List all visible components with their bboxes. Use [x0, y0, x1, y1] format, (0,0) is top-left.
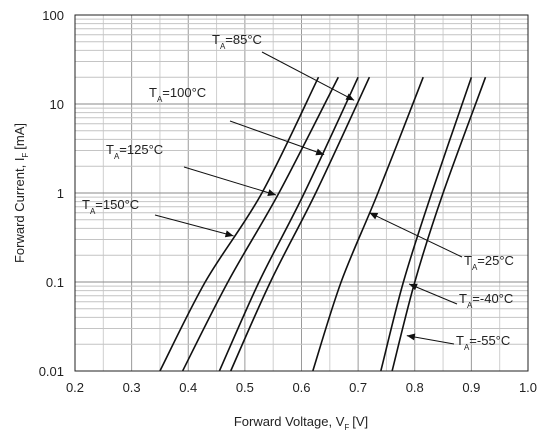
x-axis-label: Forward Voltage, VF [V]	[234, 414, 368, 432]
annotation-label: TA=-55°C	[456, 333, 510, 352]
x-axis-label-sub: F	[344, 423, 349, 432]
annotation-arrow-head	[315, 148, 325, 156]
x-tick-label: 0.4	[179, 380, 197, 395]
annotation-arrow-head	[406, 333, 416, 341]
annotation-label: TA=100°C	[149, 85, 206, 104]
x-axis-label-unit: [V]	[352, 414, 368, 429]
series-curve-1	[181, 76, 340, 372]
annotation-label: TA=25°C	[464, 253, 514, 272]
plot-frame	[74, 14, 529, 372]
annotation-arrow-line	[183, 166, 277, 196]
annotation-arrow-line	[229, 120, 325, 156]
annotation-arrow-line	[261, 51, 355, 101]
data-curves	[159, 76, 487, 372]
series-curve-5	[380, 76, 473, 372]
y-axis-label-main: Forward Current, I	[12, 158, 27, 263]
y-axis-label: Forward Current, IF [mA]	[12, 123, 30, 263]
x-tick-label: 0.8	[406, 380, 424, 395]
x-tick-label: 0.7	[349, 380, 367, 395]
y-tick-label: 100	[42, 8, 64, 23]
annotation-label: TA=150°C	[82, 197, 139, 216]
annotation-arrow-head	[345, 93, 355, 101]
y-tick-label: 1	[57, 186, 64, 201]
y-tick-label: 10	[50, 97, 64, 112]
annotation-arrow-head	[409, 283, 418, 291]
series-curve-3	[229, 76, 371, 372]
annotation-labels: TA=85°C TA=100°C TA=125°C TA=150°C TA=25°C TA…	[82, 32, 514, 352]
x-tick-labels: 0.2 0.3 0.4 0.5 0.6 0.7 0.8 0.9 1.0	[66, 380, 537, 395]
x-tick-label: 0.5	[236, 380, 254, 395]
annotation-label: TA=125°C	[106, 142, 163, 161]
x-tick-label: 0.9	[462, 380, 480, 395]
annotation-arrow-head	[267, 189, 276, 196]
series-curve-4	[312, 76, 424, 372]
x-tick-label: 0.6	[292, 380, 310, 395]
annotation-arrow-head	[224, 230, 234, 238]
series-curve-6	[391, 76, 487, 372]
y-axis-label-sub: F	[21, 153, 30, 158]
y-axis-label-unit: [mA]	[12, 123, 27, 150]
annotation-label: TA=-40°C	[459, 291, 513, 310]
annotation-arrow-line	[154, 214, 234, 237]
y-tick-label: 0.01	[39, 364, 64, 379]
annotation-label: TA=85°C	[212, 32, 262, 51]
annotation-arrow-line	[369, 212, 463, 258]
series-curve-0	[159, 76, 320, 372]
annotation-arrow-line	[408, 283, 458, 305]
x-tick-label: 0.3	[123, 380, 141, 395]
x-tick-label: 0.2	[66, 380, 84, 395]
x-tick-label: 1.0	[519, 380, 537, 395]
annotation-arrows	[154, 51, 463, 345]
series-curve-2	[218, 76, 359, 372]
y-tick-label: 0.1	[46, 275, 64, 290]
annotation-arrow-head	[369, 212, 379, 220]
x-axis-label-main: Forward Voltage, V	[234, 414, 345, 429]
y-tick-labels: 100 10 1 0.1 0.01	[39, 8, 64, 379]
